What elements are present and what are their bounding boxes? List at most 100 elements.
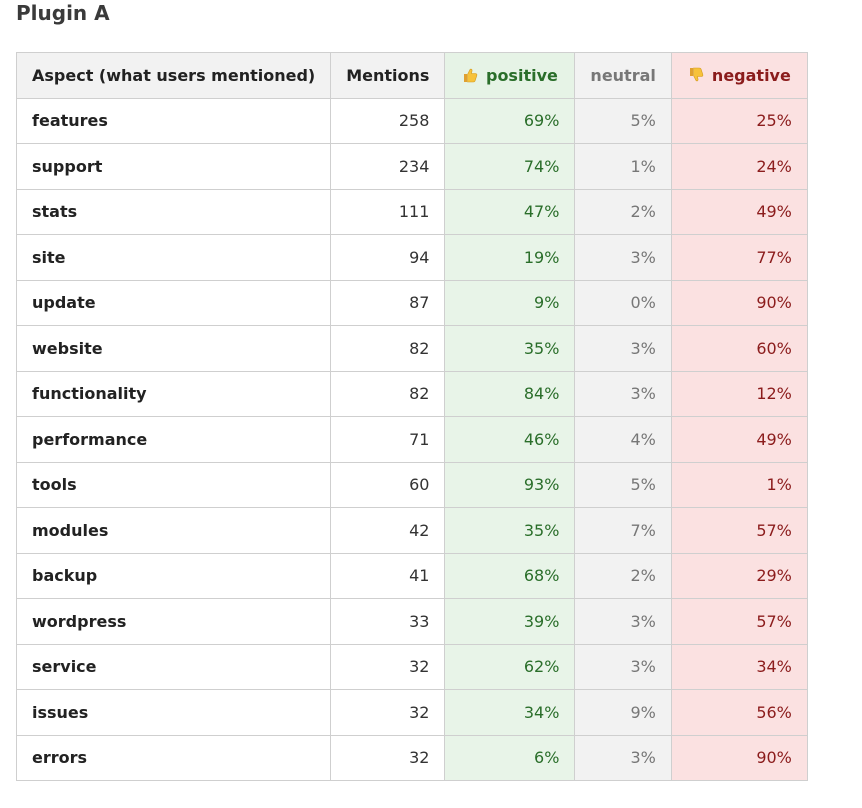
cell-neutral: 0% xyxy=(574,279,672,326)
header-aspect[interactable]: Aspect (what users mentioned) xyxy=(15,52,332,99)
cell-aspect: website xyxy=(15,325,332,372)
cell-neutral: 9% xyxy=(574,689,672,736)
cell-negative: 1% xyxy=(670,461,808,508)
cell-neutral: 3% xyxy=(574,234,672,281)
cell-aspect: errors xyxy=(15,734,332,781)
cell-positive: 6% xyxy=(444,734,576,781)
cell-positive: 19% xyxy=(444,234,576,281)
cell-aspect: service xyxy=(15,643,332,690)
cell-mentions: 33 xyxy=(330,598,446,645)
table-row: functionality 82 84% 3% 12% xyxy=(15,370,808,417)
cell-neutral: 3% xyxy=(574,370,672,417)
table-row: features 258 69% 5% 25% xyxy=(15,97,808,144)
page-title: Plugin A xyxy=(16,1,110,25)
cell-positive: 84% xyxy=(444,370,576,417)
cell-negative: 49% xyxy=(670,188,808,235)
cell-positive: 35% xyxy=(444,325,576,372)
cell-aspect: performance xyxy=(15,416,332,463)
cell-negative: 57% xyxy=(670,598,808,645)
table-row: website 82 35% 3% 60% xyxy=(15,325,808,372)
header-positive-label: positive xyxy=(485,65,558,85)
cell-neutral: 7% xyxy=(574,507,672,554)
cell-mentions: 71 xyxy=(330,416,446,463)
cell-negative: 60% xyxy=(670,325,808,372)
cell-negative: 34% xyxy=(670,643,808,690)
header-negative-label: negative xyxy=(711,65,791,85)
table-row: wordpress 33 39% 3% 57% xyxy=(15,598,808,645)
cell-mentions: 32 xyxy=(330,643,446,690)
cell-aspect: support xyxy=(15,143,332,190)
cell-negative: 24% xyxy=(670,143,808,190)
cell-positive: 34% xyxy=(444,689,576,736)
cell-negative: 29% xyxy=(670,552,808,599)
cell-aspect: backup xyxy=(15,552,332,599)
header-neutral[interactable]: neutral xyxy=(574,52,672,99)
cell-neutral: 3% xyxy=(574,325,672,372)
cell-aspect: features xyxy=(15,97,332,144)
table-header-row: Aspect (what users mentioned) Mentions p… xyxy=(15,52,808,99)
cell-negative: 25% xyxy=(670,97,808,144)
cell-positive: 93% xyxy=(444,461,576,508)
cell-positive: 74% xyxy=(444,143,576,190)
table-row: performance 71 46% 4% 49% xyxy=(15,416,808,463)
cell-negative: 12% xyxy=(670,370,808,417)
cell-negative: 77% xyxy=(670,234,808,281)
table-row: support 234 74% 1% 24% xyxy=(15,143,808,190)
cell-neutral: 3% xyxy=(574,734,672,781)
cell-mentions: 111 xyxy=(330,188,446,235)
cell-neutral: 5% xyxy=(574,97,672,144)
cell-mentions: 82 xyxy=(330,325,446,372)
cell-positive: 35% xyxy=(444,507,576,554)
cell-negative: 90% xyxy=(670,734,808,781)
table-row: site 94 19% 3% 77% xyxy=(15,234,808,281)
cell-positive: 62% xyxy=(444,643,576,690)
table-row: tools 60 93% 5% 1% xyxy=(15,461,808,508)
table-row: backup 41 68% 2% 29% xyxy=(15,552,808,599)
header-mentions[interactable]: Mentions xyxy=(330,52,446,99)
cell-positive: 68% xyxy=(444,552,576,599)
cell-neutral: 5% xyxy=(574,461,672,508)
cell-mentions: 234 xyxy=(330,143,446,190)
cell-neutral: 2% xyxy=(574,188,672,235)
cell-aspect: update xyxy=(15,279,332,326)
cell-neutral: 2% xyxy=(574,552,672,599)
cell-mentions: 41 xyxy=(330,552,446,599)
sentiment-table: Aspect (what users mentioned) Mentions p… xyxy=(15,52,808,781)
cell-negative: 49% xyxy=(670,416,808,463)
cell-negative: 57% xyxy=(670,507,808,554)
cell-mentions: 42 xyxy=(330,507,446,554)
cell-aspect: tools xyxy=(15,461,332,508)
cell-aspect: stats xyxy=(15,188,332,235)
cell-mentions: 32 xyxy=(330,689,446,736)
header-positive[interactable]: positive xyxy=(444,52,576,99)
table-body: features 258 69% 5% 25% support 234 74% 1% 24% sta… xyxy=(15,97,808,781)
table-row: update 87 9% 0% 90% xyxy=(15,279,808,326)
cell-positive: 47% xyxy=(444,188,576,235)
cell-aspect: issues xyxy=(15,689,332,736)
cell-mentions: 87 xyxy=(330,279,446,326)
table-row: service 32 62% 3% 34% xyxy=(15,643,808,690)
cell-aspect: site xyxy=(15,234,332,281)
thumbs-down-icon xyxy=(689,67,704,81)
cell-mentions: 32 xyxy=(330,734,446,781)
table-row: stats 111 47% 2% 49% xyxy=(15,188,808,235)
cell-mentions: 258 xyxy=(330,97,446,144)
cell-positive: 46% xyxy=(444,416,576,463)
cell-aspect: functionality xyxy=(15,370,332,417)
cell-negative: 56% xyxy=(670,689,808,736)
cell-aspect: modules xyxy=(15,507,332,554)
cell-mentions: 82 xyxy=(330,370,446,417)
cell-mentions: 94 xyxy=(330,234,446,281)
cell-negative: 90% xyxy=(670,279,808,326)
cell-positive: 9% xyxy=(444,279,576,326)
cell-neutral: 3% xyxy=(574,643,672,690)
cell-positive: 39% xyxy=(444,598,576,645)
cell-neutral: 1% xyxy=(574,143,672,190)
thumbs-up-icon xyxy=(463,68,478,83)
header-negative[interactable]: negative xyxy=(670,52,808,99)
cell-aspect: wordpress xyxy=(15,598,332,645)
table-row: errors 32 6% 3% 90% xyxy=(15,734,808,781)
cell-neutral: 4% xyxy=(574,416,672,463)
table-row: modules 42 35% 7% 57% xyxy=(15,507,808,554)
table-row: issues 32 34% 9% 56% xyxy=(15,689,808,736)
